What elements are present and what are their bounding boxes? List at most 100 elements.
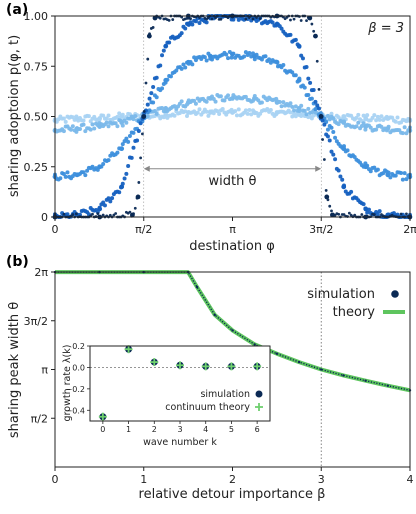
scatter-dot bbox=[308, 80, 313, 85]
scatter-dot bbox=[183, 65, 188, 70]
scatter-dot bbox=[75, 212, 78, 216]
scatter-dot bbox=[190, 62, 195, 67]
scatter-dot bbox=[366, 207, 371, 212]
scatter-dot bbox=[290, 114, 295, 119]
scatter-dot bbox=[139, 156, 143, 160]
scatter-dot bbox=[81, 122, 86, 127]
scatter-dot bbox=[231, 17, 236, 22]
scatter-dot bbox=[288, 110, 293, 115]
inset-y-tick-label: −0.4 bbox=[66, 406, 85, 415]
scatter-dot bbox=[226, 16, 230, 20]
scatter-dot bbox=[161, 48, 166, 53]
scatter-dot bbox=[243, 108, 248, 113]
scatter-dot bbox=[333, 157, 338, 162]
scatter-dot bbox=[204, 109, 209, 114]
scatter-dot bbox=[92, 126, 97, 131]
scatter-dot bbox=[252, 93, 257, 98]
scatter-dot bbox=[377, 117, 382, 122]
scatter-dot bbox=[244, 17, 248, 21]
scatter-dot bbox=[361, 121, 366, 126]
scatter-dot bbox=[74, 114, 79, 119]
inset-background bbox=[90, 346, 270, 421]
panel-b-label: (b) bbox=[6, 254, 29, 270]
scatter-dot bbox=[379, 114, 384, 119]
panel-b-xlabel: relative detour importance β bbox=[139, 487, 326, 502]
scatter-dot bbox=[267, 57, 272, 62]
inset-x-tick-label: 4 bbox=[203, 425, 208, 434]
scatter-dot bbox=[331, 116, 336, 121]
scatter-dot bbox=[204, 58, 209, 63]
scatter-dot bbox=[302, 85, 307, 90]
scatter-dot bbox=[281, 100, 286, 105]
scatter-dot bbox=[126, 163, 131, 168]
scatter-dot bbox=[131, 130, 136, 135]
scatter-dot bbox=[154, 95, 159, 100]
scatter-dot bbox=[222, 98, 227, 103]
scatter-dot bbox=[327, 138, 332, 143]
scatter-dot bbox=[135, 138, 140, 143]
scatter-dot bbox=[341, 144, 346, 149]
scatter-dot bbox=[77, 127, 82, 132]
scatter-dot bbox=[290, 70, 295, 75]
scatter-dot bbox=[400, 131, 405, 136]
scatter-dot bbox=[329, 149, 334, 154]
scatter-dot bbox=[193, 19, 198, 24]
scatter-dot bbox=[81, 170, 86, 175]
scatter-dot bbox=[127, 133, 132, 138]
scatter-dot bbox=[317, 106, 322, 111]
scatter-dot bbox=[299, 103, 304, 108]
scatter-dot bbox=[245, 111, 250, 116]
scatter-dot bbox=[265, 106, 270, 111]
scatter-dot bbox=[58, 176, 63, 181]
simulation-point bbox=[231, 329, 234, 332]
scatter-dot bbox=[83, 129, 88, 134]
scatter-dot bbox=[124, 171, 129, 176]
inset-legend: simulation continuum theory bbox=[165, 389, 263, 413]
y-tick-label: π bbox=[41, 364, 48, 377]
scatter-dot bbox=[300, 56, 305, 61]
scatter-dot bbox=[145, 114, 150, 119]
beta-annotation: β = 3 bbox=[367, 21, 404, 36]
scatter-dot bbox=[249, 112, 254, 117]
scatter-dot bbox=[133, 206, 137, 210]
simulation-point bbox=[364, 379, 367, 382]
simulation-point bbox=[213, 313, 216, 317]
scatter-dot bbox=[393, 173, 398, 178]
scatter-dot bbox=[229, 96, 234, 101]
series-2 bbox=[52, 50, 413, 182]
scatter-dot bbox=[248, 16, 251, 19]
scatter-dot bbox=[297, 44, 302, 49]
scatter-dot bbox=[341, 183, 346, 188]
scatter-dot bbox=[234, 113, 239, 118]
legend-simulation-label: simulation bbox=[307, 287, 375, 302]
panel-b-ticks: 0 1 2 3 4 π/2 π 3π/2 2π bbox=[24, 266, 414, 486]
y-tick-label: 3π/2 bbox=[24, 315, 48, 328]
scatter-dot bbox=[104, 120, 109, 125]
scatter-dot bbox=[361, 164, 366, 169]
scatter-dot bbox=[158, 16, 162, 20]
scatter-dot bbox=[62, 212, 66, 216]
scatter-dot bbox=[90, 122, 95, 127]
scatter-dot bbox=[399, 212, 403, 216]
scatter-dot bbox=[297, 109, 302, 114]
x-tick-label: 3 bbox=[318, 473, 325, 486]
inset-ticks: 0 1 2 3 4 5 6 0.2 0.0 −0.2 −0.4 bbox=[66, 342, 260, 434]
scatter-dot bbox=[101, 113, 106, 118]
inset-theory-point bbox=[201, 362, 210, 371]
scatter-dot bbox=[85, 168, 90, 173]
scatter-dot bbox=[329, 111, 334, 116]
inset-xlabel: wave number k bbox=[143, 437, 217, 448]
simulation-point bbox=[386, 384, 390, 387]
scatter-dot bbox=[274, 59, 279, 64]
scatter-dot bbox=[259, 100, 264, 105]
scatter-dot bbox=[151, 26, 155, 29]
width-arrow bbox=[143, 165, 322, 172]
scatter-dot bbox=[306, 92, 311, 97]
x-tick-label: 4 bbox=[407, 473, 414, 486]
scatter-dot bbox=[299, 19, 303, 22]
width-label: width θ bbox=[209, 174, 257, 189]
scatter-dot bbox=[148, 32, 151, 36]
x-tick-label: π/2 bbox=[135, 223, 152, 236]
scatter-dot bbox=[322, 158, 326, 161]
scatter-dot bbox=[263, 54, 268, 59]
